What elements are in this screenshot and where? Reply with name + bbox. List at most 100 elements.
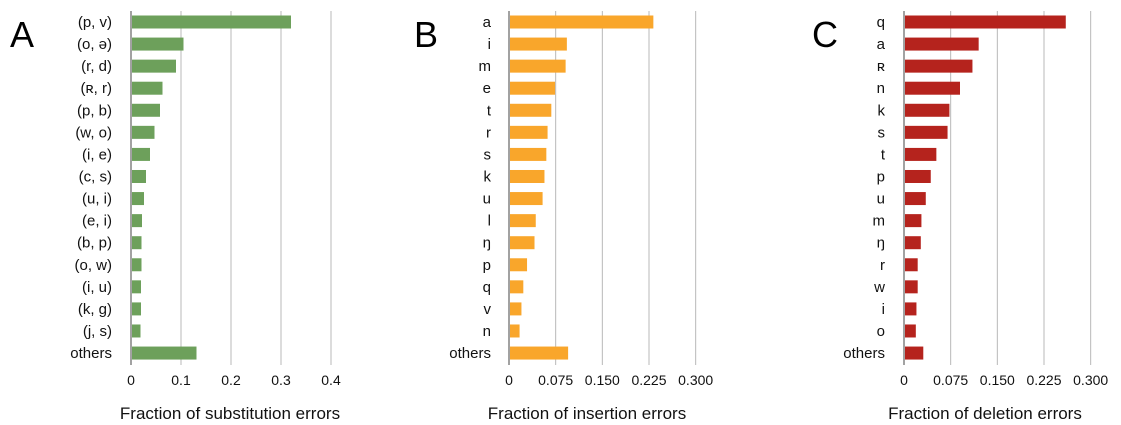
category-label: o <box>877 323 885 340</box>
x-tick-label: 0.2 <box>221 372 241 388</box>
x-tick-label: 0.150 <box>585 372 620 388</box>
category-label: k <box>484 168 492 185</box>
category-label: u <box>877 191 885 208</box>
bar <box>132 15 291 29</box>
category-label: (j, s) <box>83 323 112 340</box>
x-tick-label: 0.075 <box>933 372 968 388</box>
category-label: i <box>488 36 491 53</box>
bar <box>510 147 547 161</box>
x-tick-label: 0.150 <box>980 372 1015 388</box>
category-label: ŋ <box>483 235 491 252</box>
bar <box>510 169 545 183</box>
bar <box>905 59 973 73</box>
category-label: ŋ <box>877 235 885 252</box>
bar <box>905 37 979 51</box>
category-label: others <box>449 345 491 362</box>
bar <box>132 147 150 161</box>
category-label: p <box>877 168 885 185</box>
bar <box>132 280 141 294</box>
bar <box>510 324 520 338</box>
bar <box>132 169 146 183</box>
x-tick-label: 0.4 <box>321 372 341 388</box>
category-label: m <box>873 213 886 230</box>
bar <box>905 81 960 95</box>
bar <box>905 192 926 206</box>
bar <box>132 236 142 250</box>
bar <box>132 125 155 139</box>
category-label: t <box>487 102 492 119</box>
panel-letter-a: A <box>10 14 34 55</box>
bar <box>510 192 543 206</box>
category-label: w <box>873 279 885 296</box>
category-label: v <box>484 301 492 318</box>
category-label: (w, o) <box>75 124 112 141</box>
x-tick-label: 0 <box>127 372 135 388</box>
category-label: (p, b) <box>77 102 112 119</box>
bar <box>132 214 142 228</box>
panel-c: C Fraction of deletion errors 0 0.075 0.15… <box>812 11 1108 423</box>
x-tick-label: 0.075 <box>538 372 573 388</box>
bar <box>905 147 937 161</box>
bar <box>132 59 176 73</box>
x-tick-label: 0 <box>900 372 908 388</box>
category-label: a <box>877 36 886 53</box>
panel-letter-b: B <box>414 14 438 55</box>
panel-a: A Fraction of substitution errors 0 0.1 0.… <box>10 11 341 423</box>
bar <box>905 214 922 228</box>
bar <box>510 258 528 272</box>
category-label: (u, i) <box>82 191 112 208</box>
x-tick-label: 0.300 <box>678 372 713 388</box>
panel-b: B Fraction of insertion errors 0 0.075 0.1… <box>414 11 713 423</box>
x-tick-label: 0.300 <box>1073 372 1108 388</box>
x-tick-label: 0.1 <box>171 372 191 388</box>
category-label: (ʀ, r) <box>81 80 112 97</box>
category-label: others <box>70 345 112 362</box>
x-tick-label: 0.225 <box>631 372 666 388</box>
panel-letter-c: C <box>812 14 838 55</box>
category-label: (r, d) <box>81 58 112 75</box>
bar <box>132 324 141 338</box>
bar <box>510 103 552 117</box>
x-axis-title-b: Fraction of insertion errors <box>488 404 686 423</box>
category-label: (o, w) <box>75 257 113 274</box>
category-label: q <box>877 14 885 31</box>
bar <box>510 302 522 316</box>
category-label: q <box>483 279 491 296</box>
category-label: e <box>483 80 491 97</box>
bar <box>510 15 654 29</box>
x-tick-label: 0.225 <box>1026 372 1061 388</box>
bar <box>510 236 535 250</box>
category-label: (o, ə) <box>77 36 112 53</box>
category-label: n <box>483 323 491 340</box>
category-label: (k, g) <box>78 301 112 318</box>
category-label: (b, p) <box>77 235 112 252</box>
x-tick-label: 0.3 <box>271 372 291 388</box>
bar <box>905 125 948 139</box>
bar <box>132 302 141 316</box>
bar <box>132 81 163 95</box>
category-label: (e, i) <box>82 213 112 230</box>
bar <box>905 280 918 294</box>
bar <box>510 37 567 51</box>
category-label: (p, v) <box>78 14 112 31</box>
bar <box>905 302 917 316</box>
bar <box>905 169 931 183</box>
bar <box>510 81 556 95</box>
bar <box>510 346 569 360</box>
category-label: r <box>880 257 885 274</box>
category-label: (i, e) <box>82 146 112 163</box>
bar <box>132 192 144 206</box>
category-label: s <box>878 124 886 141</box>
category-label: k <box>878 102 886 119</box>
category-label: a <box>483 14 492 31</box>
bar <box>905 103 950 117</box>
category-label: ʀ <box>877 58 885 75</box>
bar <box>132 346 197 360</box>
category-label: s <box>484 146 492 163</box>
x-axis-title-a: Fraction of substitution errors <box>120 404 340 423</box>
category-label: n <box>877 80 885 97</box>
bar <box>510 214 536 228</box>
category-label: (c, s) <box>79 168 112 185</box>
bar <box>905 324 916 338</box>
